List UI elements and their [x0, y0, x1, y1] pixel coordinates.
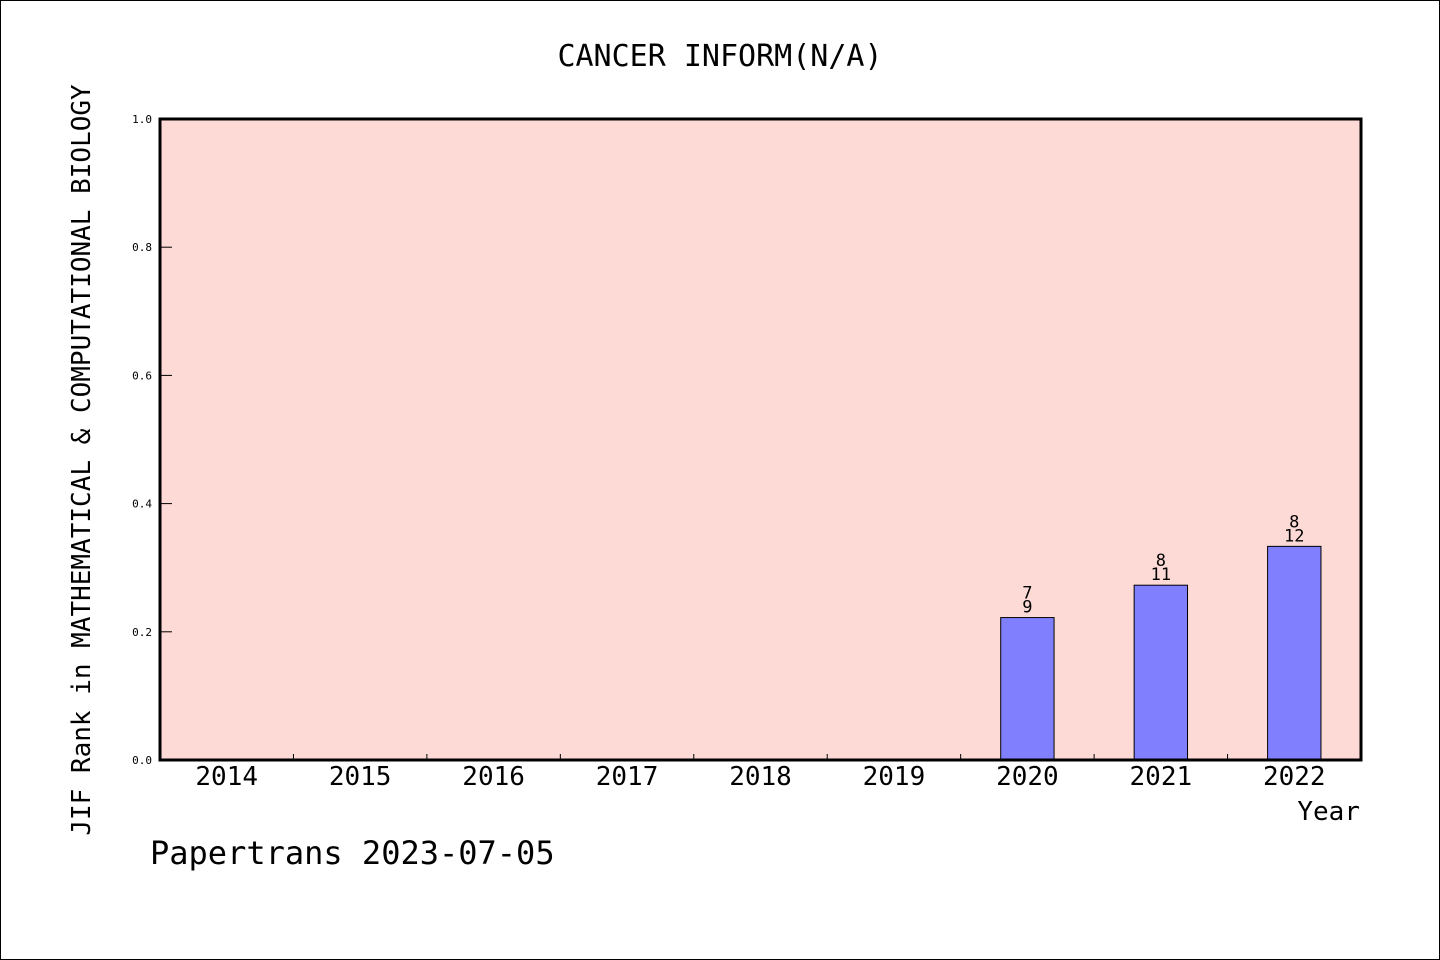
y-axis-label: JIF Rank in MATHEMATICAL & COMPUTATIONAL… — [67, 84, 97, 836]
x-axis-ticks: 2014 2015 2016 2017 2018 2019 2020 2021 2022 — [195, 754, 1326, 792]
bar-rank-label: 8 — [1156, 551, 1166, 571]
x-tick-label: 2016 — [462, 762, 525, 792]
bar-rank-label: 7 — [1022, 584, 1032, 604]
bar-total-label: 11 — [1151, 565, 1171, 585]
y-tick-label: 0.6 — [132, 369, 152, 382]
x-tick-label: 2018 — [729, 762, 792, 792]
y-tick-label: 1.0 — [132, 113, 152, 126]
bar-2020 — [1000, 617, 1055, 761]
bar-2021 — [1133, 584, 1189, 761]
x-tick-label: 2021 — [1130, 762, 1193, 792]
x-tick-label: 2014 — [195, 762, 258, 792]
x-tick-label: 2022 — [1263, 762, 1326, 792]
bars-group — [1000, 545, 1322, 761]
bar-total-label: 12 — [1284, 526, 1304, 546]
plot-border — [158, 117, 1363, 762]
y-tick-label: 0.4 — [132, 498, 152, 511]
chart-title: CANCER INFORM(N/A) — [557, 39, 882, 74]
y-tick-label: 0.2 — [132, 626, 152, 639]
x-axis-label: Year — [1297, 797, 1360, 827]
x-tick-label: 2015 — [329, 762, 392, 792]
x-tick-label: 2017 — [596, 762, 659, 792]
x-tick-label: 2020 — [996, 762, 1059, 792]
bar-rank-label: 8 — [1289, 512, 1299, 532]
bar-total-label: 9 — [1022, 598, 1032, 618]
bar-2022 — [1267, 545, 1322, 761]
y-tick-label: 0.8 — [132, 241, 152, 254]
y-tick-label: 0.0 — [132, 754, 152, 767]
x-tick-label: 2019 — [863, 762, 926, 792]
footer-text: Papertrans 2023-07-05 — [150, 834, 555, 872]
